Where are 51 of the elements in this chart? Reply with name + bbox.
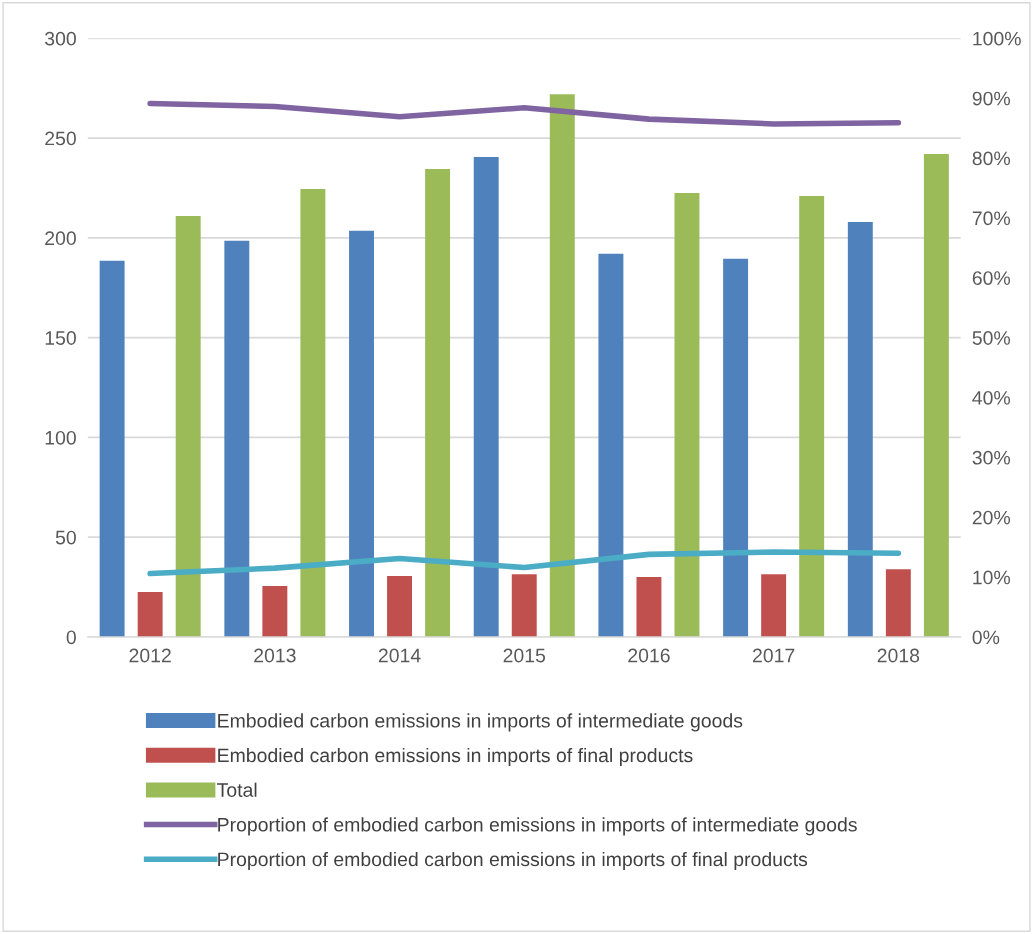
y2-tick-label: 0% (972, 630, 1000, 645)
bar (425, 169, 451, 637)
y2-tick-label: 70% (972, 211, 1011, 226)
y-tick-label: 300 (45, 31, 76, 46)
bar (636, 577, 662, 637)
bar (761, 574, 787, 637)
bar (262, 586, 288, 637)
bar (137, 592, 163, 637)
y-tick-label: 150 (45, 331, 76, 345)
y-tick-label: 0 (66, 630, 76, 645)
y2-tick-label: 100% (973, 31, 1021, 46)
bar (473, 157, 499, 637)
x-tick-label: 2016 (628, 648, 670, 663)
x-tick-label: 2014 (378, 648, 421, 663)
bar (300, 188, 326, 637)
bar (99, 260, 125, 637)
y-tick-label: 200 (45, 231, 76, 246)
y2-tick-label: 90% (972, 91, 1011, 106)
legend-label: Total (217, 782, 257, 797)
legend-label: Embodied carbon emissions in imports of final products (218, 747, 693, 767)
y2-tick-label: 30% (972, 450, 1011, 465)
y2-tick-label: 80% (972, 151, 1011, 166)
legend-label: Embodied carbon emissions in imports of intermediate goods (218, 713, 743, 732)
legend-label: Proportion of embodied carbon emissions in imports of intermediate goods (218, 817, 857, 836)
bar (598, 253, 624, 637)
bar (175, 215, 201, 637)
y-tick-label: 100 (45, 430, 76, 445)
y-tick-label: 50 (55, 530, 76, 545)
y2-tick-label: 40% (972, 390, 1011, 405)
x-tick-label: 2012 (129, 648, 171, 663)
bar (885, 569, 911, 637)
y-tick-label: 250 (45, 131, 76, 146)
y2-tick-label: 10% (973, 570, 1011, 585)
x-tick-label: 2013 (254, 648, 296, 663)
bar (549, 94, 575, 637)
bar (387, 576, 413, 637)
bar (847, 221, 873, 637)
bar (723, 258, 749, 637)
y2-tick-label: 20% (972, 510, 1011, 525)
x-tick-label: 2017 (753, 648, 795, 663)
y2-tick-label: 50% (972, 331, 1011, 345)
x-tick-label: 2018 (877, 648, 920, 663)
bar (923, 154, 949, 637)
legend-label: Proportion of embodied carbon emissions in imports of final products (218, 851, 808, 871)
bar (674, 192, 700, 637)
bar (511, 574, 537, 637)
bar (224, 240, 250, 637)
bar (799, 195, 825, 637)
bar (349, 230, 374, 637)
x-tick-label: 2015 (503, 648, 546, 663)
y2-tick-label: 60% (972, 271, 1011, 286)
